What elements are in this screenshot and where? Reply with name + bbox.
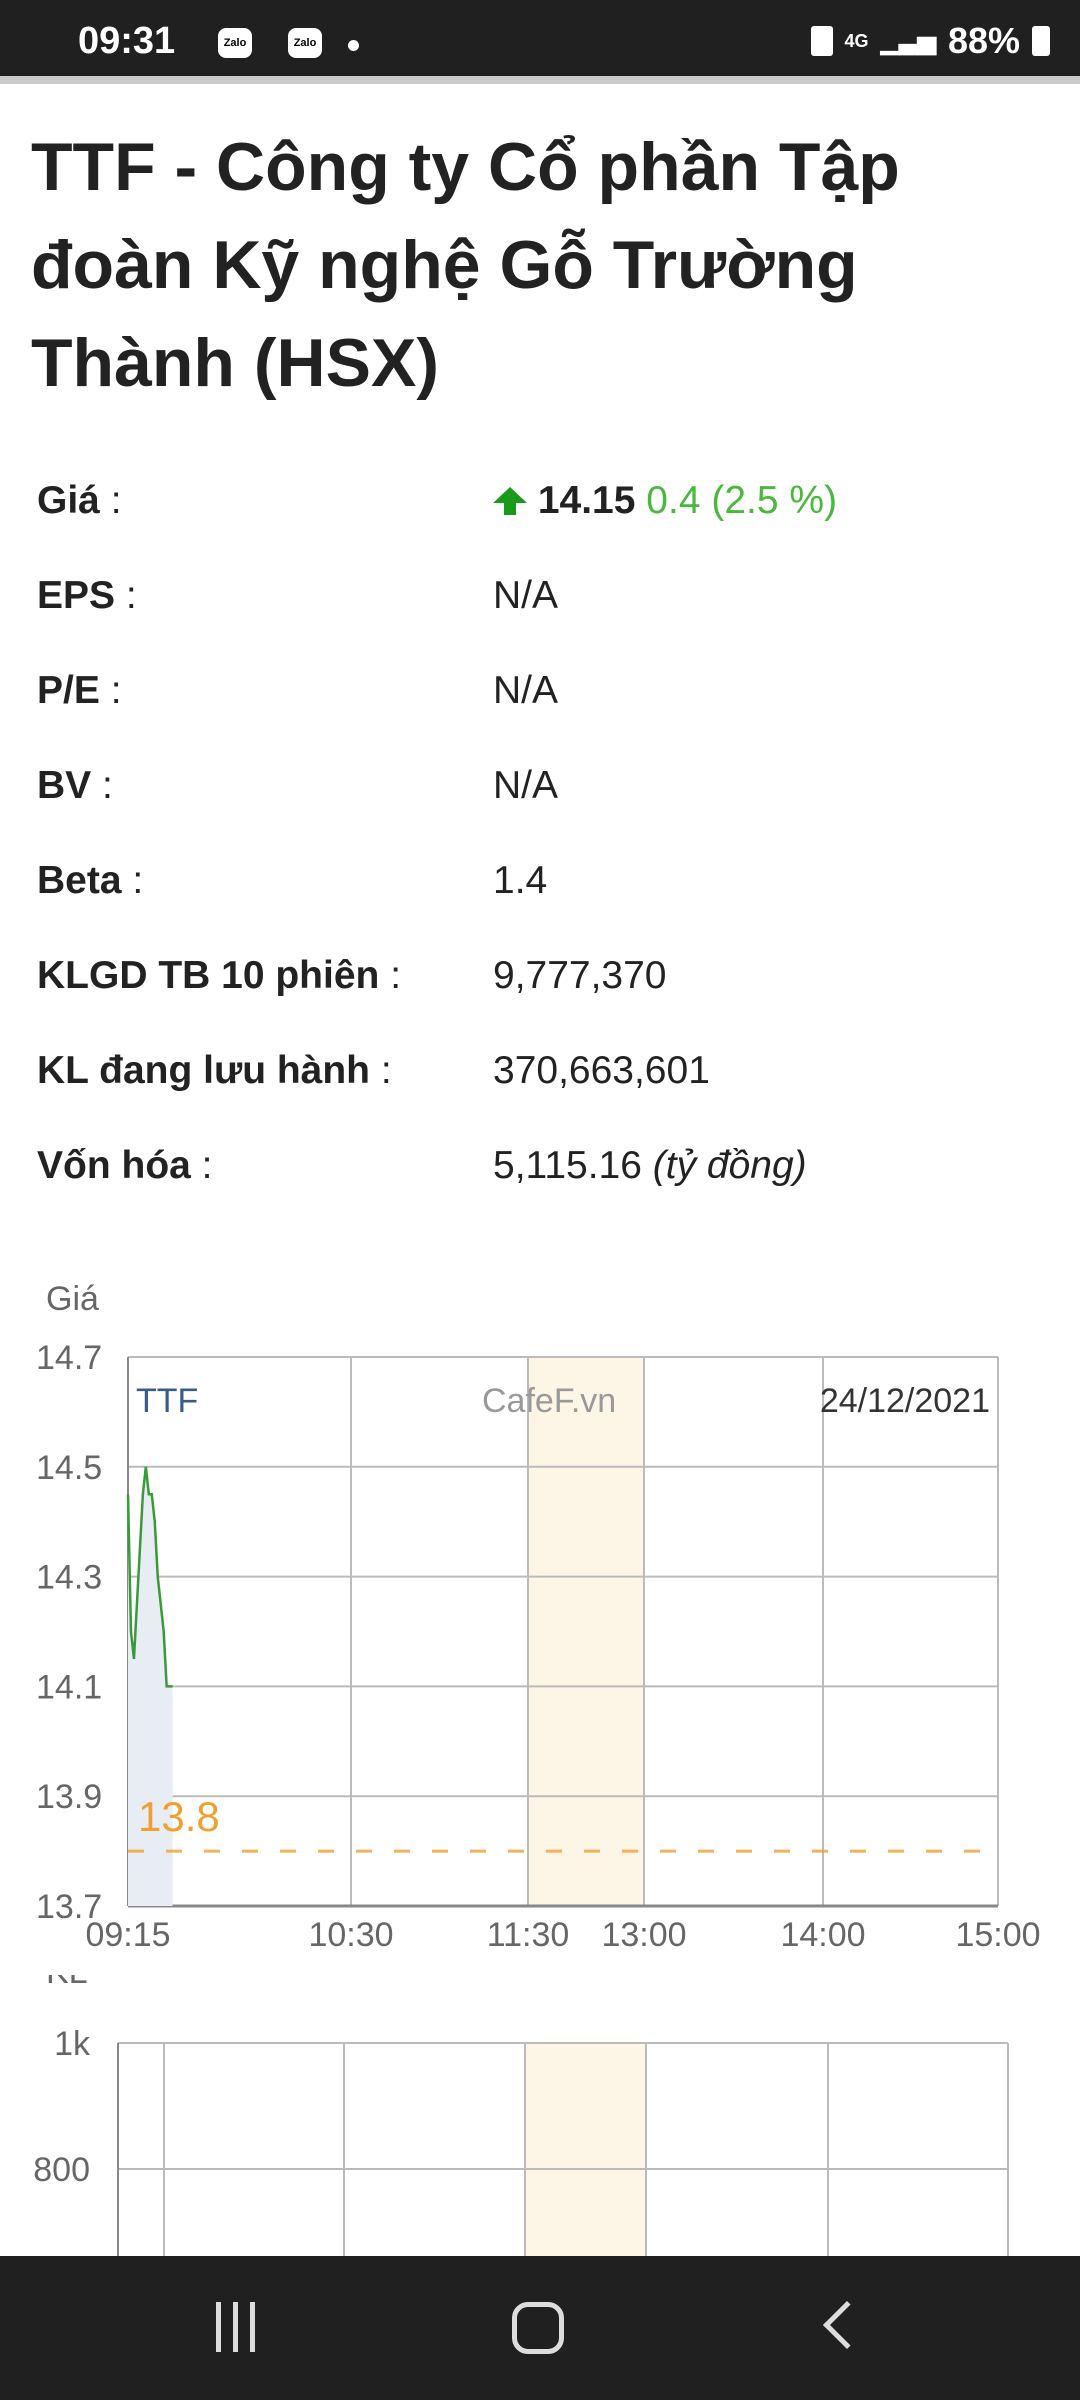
navigation-bar [0, 2256, 1080, 2400]
home-button[interactable] [512, 2302, 564, 2354]
status-time: 09:31 [78, 20, 176, 62]
arrow-up-icon [493, 486, 527, 515]
recent-apps-button[interactable] [210, 2302, 260, 2352]
info-row-3: BV : N/A [37, 761, 558, 811]
lunch-break-band [525, 2043, 646, 2256]
y-axis-label: KL [46, 1975, 88, 1991]
info-value: N/A [493, 761, 558, 811]
reference-label: 13.8 [138, 1793, 220, 1840]
zalo-notification-icon: Zalo [218, 28, 252, 58]
value-text: N/A [493, 574, 559, 617]
info-label: Beta [37, 859, 122, 902]
divider [0, 76, 1080, 84]
value-text: N/A [493, 764, 559, 807]
price-line [126, 1466, 173, 1688]
info-value: 14.15 0.4 (2.5 %) [493, 476, 837, 526]
page-title: TTF - Công ty Cổ phần Tập đoàn Kỹ nghệ G… [31, 129, 900, 401]
price-chart: 14.7 14.5 14.3 14.1 13.9 13.709:15 10:30 11:30 1… [36, 1280, 1041, 1954]
x-tick-label: 11:30 [487, 1916, 570, 1954]
lunch-break-band [528, 1357, 644, 1906]
info-row-7: Vốn hóa : 5,115.16 (tỷ đồng) [37, 1141, 807, 1191]
colon: : [115, 574, 137, 617]
info-value: 370,663,601 [493, 1046, 710, 1096]
info-label: P/E [37, 669, 100, 712]
info-row-1: EPS : N/A [37, 571, 558, 621]
battery-saver-icon [810, 26, 833, 56]
y-tick-label: 13.7 [36, 1888, 102, 1926]
zalo-notification-icon: Zalo [288, 28, 322, 58]
x-tick-label: 15:00 [955, 1916, 1040, 1954]
colon: : [370, 1049, 392, 1092]
unit-text: (tỷ đồng) [652, 1144, 807, 1187]
value-text: 370,663,601 [493, 1049, 710, 1092]
network-type: 4G [844, 30, 869, 51]
y-tick-label: 13.9 [36, 1778, 102, 1816]
y-tick-label: 14.7 [36, 1339, 102, 1377]
info-value: 1.4 [493, 856, 547, 906]
info-label: Giá [37, 479, 100, 522]
value-text: 9,777,370 [493, 954, 667, 997]
x-tick-label: 14:00 [780, 1916, 865, 1954]
x-tick-label: 10:30 [308, 1916, 393, 1954]
y-tick-label: 14.5 [36, 1449, 102, 1487]
info-label: EPS [37, 574, 116, 617]
y-tick-label: 14.1 [36, 1668, 102, 1706]
colon: : [91, 764, 113, 807]
info-value: 5,115.16 (tỷ đồng) [493, 1141, 807, 1191]
colon: : [190, 1144, 213, 1187]
value-text: N/A [493, 669, 559, 712]
symbol-label: TTF [136, 1382, 198, 1420]
y-tick-label: 1k [54, 2025, 91, 2063]
colon: : [379, 954, 402, 997]
chart-date: 24/12/2021 [820, 1382, 990, 1420]
value-text: 5,115.16 [493, 1144, 642, 1187]
watermark: CafeF.vn [482, 1382, 616, 1420]
y-axis-label: Giá [46, 1280, 99, 1318]
status-bar: 09:31 Zalo Zalo 4G ▁▃▅ 88% [0, 0, 1080, 76]
value-text: 1.4 [493, 859, 548, 902]
signal-icon: ▁▃▅ [880, 27, 936, 55]
info-value: 9,777,370 [493, 951, 667, 1001]
info-label: Vốn hóa [37, 1144, 191, 1187]
volume-chart: KL 1k 800 [33, 1975, 1009, 2256]
price-value: 14.15 [537, 479, 636, 522]
info-row-2: P/E : N/A [37, 666, 558, 716]
price-change: 0.4 (2.5 %) [646, 479, 838, 522]
info-row-6: KL đang lưu hành : 370,663,601 [37, 1046, 710, 1096]
more-notifications-icon [348, 40, 359, 51]
colon: : [121, 859, 144, 902]
colon: : [99, 479, 122, 522]
battery-percent: 88% [947, 20, 1020, 61]
y-tick-label: 800 [33, 2151, 90, 2189]
info-row-0: Giá : 14.15 0.4 (2.5 %) [37, 476, 837, 526]
info-row-5: KLGD TB 10 phiên : 9,777,370 [37, 951, 667, 1001]
colon: : [99, 669, 122, 712]
x-tick-label: 13:00 [601, 1916, 686, 1954]
info-value: N/A [493, 571, 558, 621]
x-tick-label: 09:15 [85, 1916, 170, 1954]
info-row-4: Beta : 1.4 [37, 856, 547, 906]
back-button[interactable] [822, 2300, 872, 2350]
info-label: BV [37, 764, 92, 807]
y-tick-label: 14.3 [36, 1559, 102, 1597]
info-label: KL đang lưu hành [37, 1049, 371, 1092]
info-value: N/A [493, 666, 558, 716]
battery-icon [1032, 26, 1050, 56]
info-label: KLGD TB 10 phiên [37, 954, 380, 997]
